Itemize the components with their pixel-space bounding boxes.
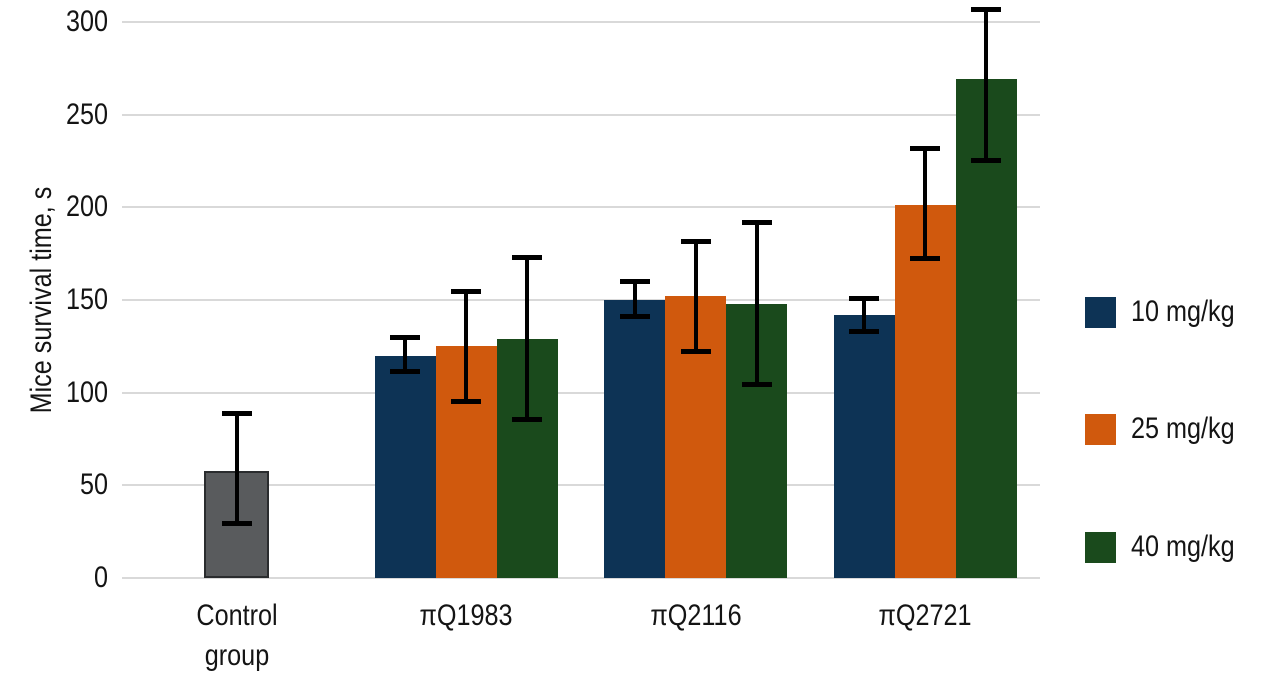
error-bar-cap: [451, 288, 482, 294]
legend-swatch: [1085, 532, 1116, 563]
error-bar-line: [862, 298, 867, 332]
error-bar-line: [984, 9, 989, 161]
error-bar-line: [754, 222, 759, 386]
y-tick-label: 0: [93, 561, 108, 594]
x-category-label: πQ1983: [419, 599, 513, 632]
bar-25-mg-kg: [894, 205, 956, 578]
error-bar-line: [693, 240, 698, 352]
y-tick-label: 200: [65, 190, 108, 224]
error-bar-cap: [221, 521, 252, 527]
gridline: [122, 577, 1040, 579]
error-bar-cap: [451, 398, 482, 404]
gridline: [122, 299, 1040, 301]
error-bar-cap: [512, 255, 543, 261]
error-bar-cap: [390, 369, 421, 375]
error-bar-cap: [910, 146, 941, 152]
legend-swatch: [1085, 414, 1116, 445]
gridline: [122, 391, 1040, 394]
legend-label: 10 mg/kg: [1131, 295, 1235, 328]
legend-label: 25 mg/kg: [1131, 412, 1235, 445]
error-bar-cap: [619, 279, 650, 285]
error-bar-cap: [741, 220, 772, 226]
error-bar-cap: [741, 382, 772, 388]
error-bar-cap: [512, 417, 543, 423]
error-bar-line: [632, 281, 637, 317]
error-bar-cap: [971, 158, 1002, 163]
legend-label: 40 mg/kg: [1131, 530, 1235, 563]
gridline: [122, 484, 1040, 487]
x-category-label: Control group: [196, 599, 278, 672]
error-bar-line: [464, 290, 469, 402]
error-bar-cap: [910, 256, 941, 262]
y-tick-label: 300: [65, 5, 108, 38]
error-bar-line: [403, 337, 408, 373]
error-bar-cap: [390, 335, 421, 341]
x-category-label: πQ2116: [650, 599, 742, 632]
x-category-label: πQ2721: [878, 599, 972, 632]
bar-10-mg-kg: [833, 314, 895, 578]
error-bar-line: [234, 413, 239, 525]
y-tick-label: 100: [65, 375, 108, 409]
error-bar-line: [923, 148, 928, 260]
y-tick-label: 50: [79, 468, 108, 502]
error-bar-cap: [849, 296, 880, 302]
error-bar-cap: [680, 348, 711, 354]
error-bar-line: [525, 257, 530, 421]
y-tick-label: 150: [65, 283, 108, 316]
gridline: [122, 21, 1040, 23]
error-bar-cap: [971, 7, 1002, 13]
legend-item: 25 mg/kg: [1085, 412, 1264, 445]
gridline: [122, 206, 1040, 209]
bar-10-mg-kg: [374, 355, 436, 578]
legend-item: 40 mg/kg: [1085, 530, 1264, 563]
gridline: [122, 113, 1040, 116]
bar-10-mg-kg: [604, 300, 666, 578]
y-tick-label: 250: [65, 97, 108, 131]
error-bar-cap: [849, 328, 880, 334]
error-bar-cap: [619, 313, 650, 319]
error-bar-cap: [680, 238, 711, 244]
error-bar-cap: [221, 411, 252, 417]
legend-item: 10 mg/kg: [1085, 295, 1264, 328]
legend-swatch: [1085, 297, 1116, 328]
